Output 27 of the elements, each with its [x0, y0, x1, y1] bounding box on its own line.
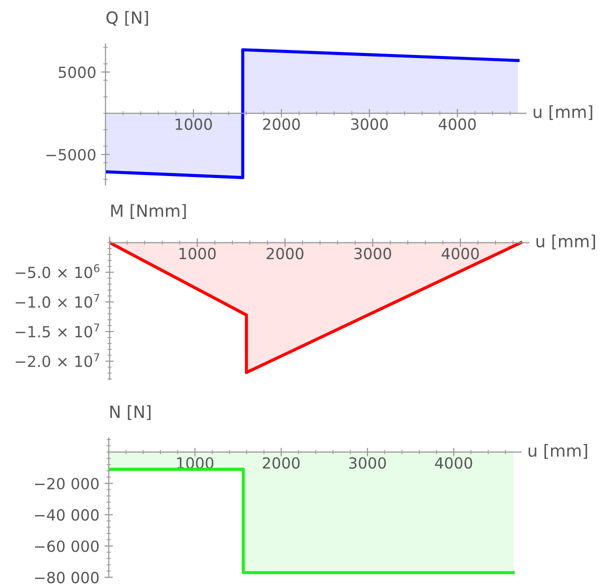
- x-tick-label: 2000: [266, 248, 304, 260]
- y-axis-title: Q [N]: [106, 10, 148, 26]
- y-tick-label: −2.0 × 10$^{7}$: [16, 353, 100, 368]
- x-tick-label: 4000: [442, 248, 479, 260]
- x-tick-label: 3000: [349, 457, 386, 469]
- x-axis-title: u [mm]: [536, 234, 595, 250]
- x-tick-label: 2000: [263, 118, 300, 130]
- y-tick-label: −20 000: [35, 478, 99, 490]
- x-tick-label: 1000: [180, 248, 216, 260]
- y-tick-label: −60 000: [35, 540, 99, 552]
- y-tick-label: −40 000: [35, 509, 99, 521]
- y-tick-label: −5000: [46, 148, 96, 161]
- x-tick-label: 2000: [262, 457, 300, 469]
- y-tick-label: 5000: [58, 66, 96, 78]
- x-axis-title: u [mm]: [528, 444, 588, 459]
- x-tick-label: 3000: [354, 248, 392, 260]
- x-tick-label: 4000: [438, 118, 476, 130]
- y-axis-title: N [N]: [110, 405, 151, 420]
- y-tick-label: −80 000: [35, 572, 99, 584]
- y-tick-label: −5.0 × 10$^{6}$: [16, 264, 100, 278]
- y-tick-label: −1.0 × 10$^{7}$: [16, 294, 100, 308]
- y-axis-title: M [Nmm]: [111, 204, 186, 219]
- x-tick-label: 4000: [435, 457, 472, 469]
- x-axis-title: u [mm]: [534, 105, 592, 120]
- y-tick-label: −1.5 × 10$^{7}$: [16, 324, 100, 338]
- x-tick-label: 1000: [176, 118, 212, 130]
- x-tick-label: 3000: [351, 118, 388, 130]
